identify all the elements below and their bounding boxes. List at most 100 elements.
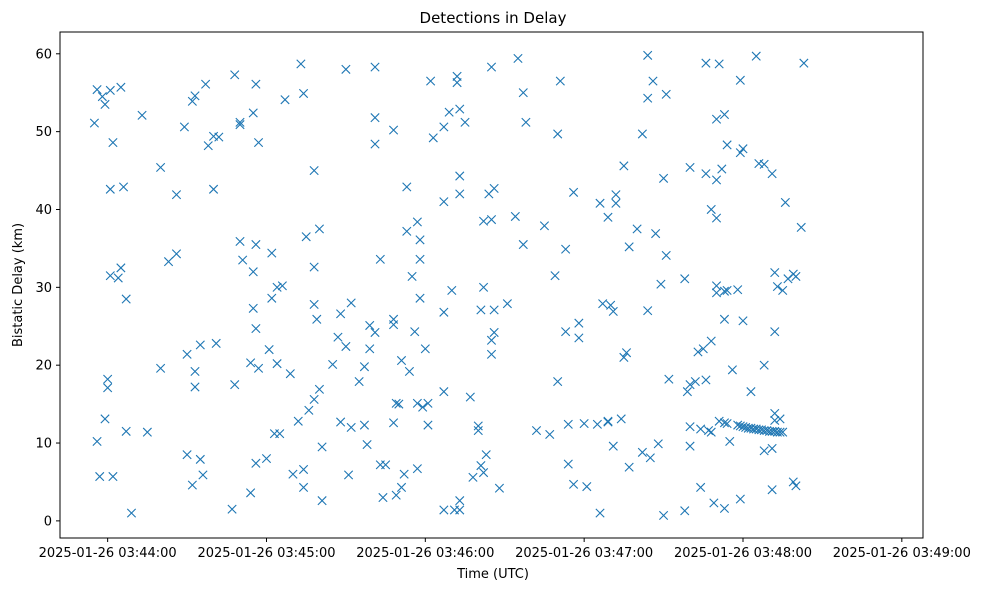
- data-point: [722, 140, 732, 150]
- data-point: [388, 125, 399, 135]
- data-point: [711, 213, 722, 223]
- data-point: [714, 416, 724, 426]
- data-point: [394, 399, 404, 409]
- data-point: [473, 425, 483, 436]
- data-point: [365, 320, 375, 331]
- data-point: [137, 110, 147, 120]
- data-point: [592, 419, 602, 429]
- data-point: [230, 380, 240, 390]
- data-point: [780, 197, 790, 208]
- data-point: [251, 79, 261, 89]
- data-point: [92, 436, 102, 447]
- data-point: [767, 443, 777, 454]
- data-point: [775, 414, 785, 424]
- data-point: [116, 263, 126, 273]
- data-point: [476, 305, 486, 315]
- data-point: [680, 274, 690, 284]
- data-point: [722, 418, 732, 429]
- data-point: [288, 469, 298, 479]
- data-point: [574, 333, 584, 343]
- data-point: [653, 439, 663, 449]
- data-point: [267, 293, 277, 303]
- data-point: [486, 215, 497, 225]
- data-point: [656, 279, 666, 289]
- data-point: [719, 109, 730, 120]
- data-point: [187, 480, 197, 490]
- y-tick-label: 10: [35, 437, 52, 452]
- data-point: [103, 374, 113, 384]
- data-point: [733, 420, 743, 430]
- data-point: [603, 416, 613, 426]
- data-point: [277, 281, 287, 291]
- data-point: [301, 232, 311, 242]
- data-point: [309, 394, 319, 405]
- data-point: [682, 387, 692, 397]
- data-point: [648, 76, 658, 86]
- data-point: [645, 453, 655, 463]
- data-point: [346, 422, 356, 433]
- data-point: [182, 450, 192, 460]
- data-point: [696, 424, 706, 434]
- data-point: [317, 496, 327, 506]
- data-point: [619, 352, 629, 362]
- data-point: [253, 137, 264, 148]
- data-point: [230, 70, 240, 80]
- data-point: [415, 293, 425, 303]
- y-axis-label: Bistatic Delay (km): [11, 223, 26, 347]
- data-point: [658, 173, 669, 183]
- data-point: [370, 113, 380, 123]
- data-point: [235, 236, 245, 246]
- data-point: [455, 496, 465, 506]
- data-point: [637, 129, 647, 139]
- data-point: [473, 421, 483, 431]
- data-point: [285, 369, 295, 379]
- data-point: [553, 129, 563, 139]
- data-point: [415, 254, 425, 264]
- data-point: [770, 415, 780, 426]
- data-point: [643, 93, 653, 103]
- data-point: [246, 488, 256, 498]
- data-point: [126, 508, 137, 518]
- data-point: [171, 190, 182, 200]
- data-point: [195, 454, 205, 464]
- chart-title: Detections in Delay: [420, 9, 567, 27]
- data-point: [555, 76, 565, 86]
- data-point: [709, 498, 719, 508]
- data-point: [362, 439, 372, 450]
- data-point: [719, 503, 730, 514]
- data-point: [142, 427, 152, 437]
- data-point: [336, 417, 346, 427]
- data-point: [531, 425, 542, 436]
- data-point: [759, 159, 769, 169]
- data-point: [187, 96, 197, 106]
- data-point: [309, 262, 319, 272]
- data-point: [619, 161, 629, 171]
- data-point: [163, 257, 174, 267]
- data-point: [410, 327, 420, 337]
- data-point: [412, 217, 422, 227]
- data-point: [211, 338, 221, 348]
- data-point: [717, 164, 727, 174]
- data-point: [545, 429, 555, 440]
- data-point: [439, 387, 449, 397]
- data-point: [621, 348, 632, 358]
- data-point: [711, 175, 722, 185]
- data-point: [799, 58, 809, 68]
- data-point: [248, 108, 258, 118]
- data-point: [261, 454, 272, 464]
- y-tick-label: 20: [35, 359, 52, 374]
- y-axis: 0 10 20 30 40 50 60: [35, 47, 60, 529]
- data-point: [624, 242, 634, 252]
- data-point: [317, 442, 327, 452]
- data-point: [116, 82, 126, 92]
- data-point: [701, 58, 711, 68]
- data-point: [603, 212, 613, 222]
- data-point: [391, 398, 401, 408]
- data-point: [108, 471, 118, 482]
- data-point: [396, 482, 407, 492]
- data-point: [735, 494, 745, 504]
- x-tick-label: 2025-01-26 03:48:00: [674, 546, 812, 561]
- data-point: [227, 504, 237, 514]
- data-point: [460, 117, 470, 127]
